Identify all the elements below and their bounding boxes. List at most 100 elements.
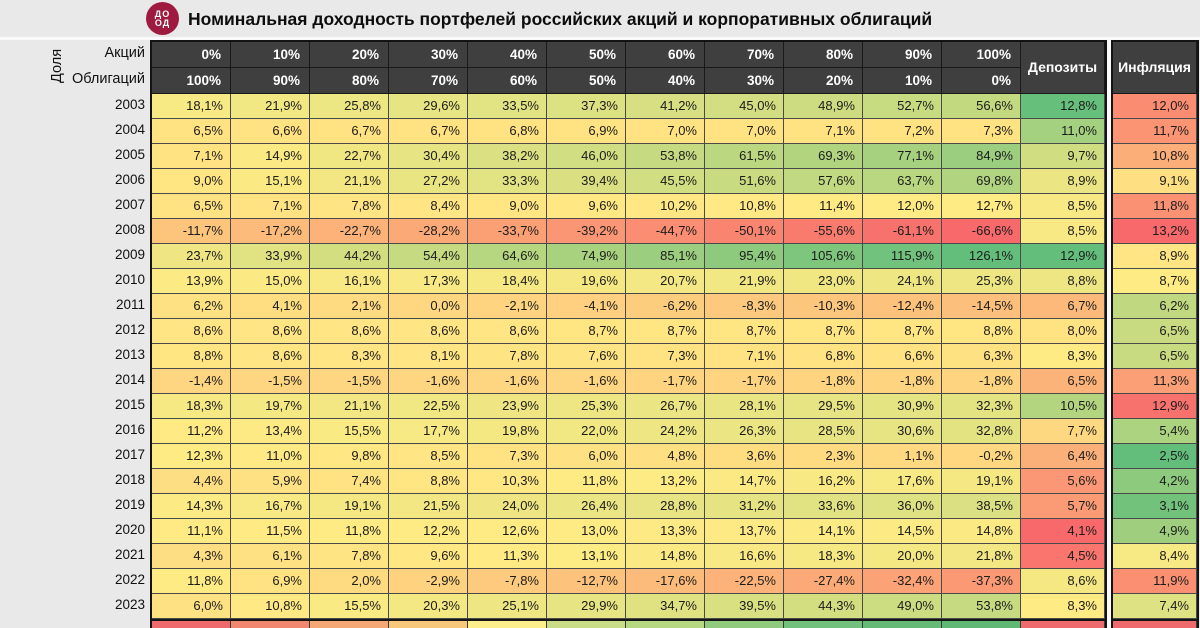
year-label: 2021 bbox=[114, 547, 145, 562]
stocks-pct-header: 30% bbox=[389, 42, 468, 68]
return-cell: -10,3% bbox=[784, 294, 863, 319]
deposit-cell: 5,6% bbox=[1021, 469, 1105, 494]
return-cell: -1,6% bbox=[468, 369, 547, 394]
return-cell: 23,0% bbox=[784, 269, 863, 294]
summary-strip-cell bbox=[863, 621, 942, 628]
inflation-cell: 11,8% bbox=[1113, 194, 1197, 219]
summary-strip-inflation-cell bbox=[1113, 621, 1197, 628]
deposit-cell: 10,5% bbox=[1021, 394, 1105, 419]
year-label: 2016 bbox=[114, 422, 145, 437]
return-cell: 41,2% bbox=[626, 94, 705, 119]
return-cell: 8,7% bbox=[705, 319, 784, 344]
deposit-cell: 6,4% bbox=[1021, 444, 1105, 469]
deposit-cell: 6,5% bbox=[1021, 369, 1105, 394]
return-cell: 38,5% bbox=[942, 494, 1021, 519]
return-cell: 27,2% bbox=[389, 169, 468, 194]
return-cell: 14,8% bbox=[626, 544, 705, 569]
deposit-cell: 8,9% bbox=[1021, 169, 1105, 194]
return-cell: 34,7% bbox=[626, 594, 705, 619]
return-cell: 11,8% bbox=[547, 469, 626, 494]
logo-text-top: ДО bbox=[154, 8, 171, 19]
return-cell: 11,2% bbox=[152, 419, 231, 444]
summary-strip-inflation bbox=[1111, 619, 1199, 628]
return-cell: 6,8% bbox=[784, 344, 863, 369]
return-cell: 16,6% bbox=[705, 544, 784, 569]
return-cell: -8,3% bbox=[705, 294, 784, 319]
return-cell: 6,6% bbox=[231, 119, 310, 144]
return-cell: 69,3% bbox=[784, 144, 863, 169]
return-cell: -61,1% bbox=[863, 219, 942, 244]
return-cell: 25,8% bbox=[310, 94, 389, 119]
return-cell: 17,7% bbox=[389, 419, 468, 444]
year-label: 2018 bbox=[114, 472, 145, 487]
summary-strip-cell bbox=[1021, 621, 1105, 628]
year-label: 2014 bbox=[114, 372, 145, 387]
return-cell: 2,0% bbox=[310, 569, 389, 594]
return-cell: 9,0% bbox=[152, 169, 231, 194]
return-cell: 9,6% bbox=[547, 194, 626, 219]
return-cell: 7,3% bbox=[942, 119, 1021, 144]
page-title: Номинальная доходность портфелей российс… bbox=[188, 9, 933, 29]
return-cell: 24,1% bbox=[863, 269, 942, 294]
deposit-cell: 6,7% bbox=[1021, 294, 1105, 319]
return-cell: 2,3% bbox=[784, 444, 863, 469]
bonds-pct-header: 80% bbox=[310, 68, 389, 94]
return-cell: 11,3% bbox=[468, 544, 547, 569]
return-cell: 7,1% bbox=[784, 119, 863, 144]
year-label: 2005 bbox=[114, 147, 145, 162]
return-cell: 12,6% bbox=[468, 519, 547, 544]
return-cell: 1,1% bbox=[863, 444, 942, 469]
return-cell: 15,5% bbox=[310, 419, 389, 444]
inflation-cell: 6,5% bbox=[1113, 319, 1197, 344]
return-cell: 8,7% bbox=[547, 319, 626, 344]
stocks-pct-header: 60% bbox=[626, 42, 705, 68]
return-cell: 8,6% bbox=[152, 319, 231, 344]
return-cell: 21,8% bbox=[942, 544, 1021, 569]
bonds-pct-header: 90% bbox=[231, 68, 310, 94]
deposit-cell: 8,3% bbox=[1021, 594, 1105, 619]
return-cell: 8,7% bbox=[784, 319, 863, 344]
return-cell: 8,8% bbox=[942, 319, 1021, 344]
return-cell: 11,4% bbox=[784, 194, 863, 219]
return-cell: 8,3% bbox=[310, 344, 389, 369]
return-cell: -17,6% bbox=[626, 569, 705, 594]
dohod-logo: ДО ОД bbox=[146, 2, 179, 35]
return-cell: 14,7% bbox=[705, 469, 784, 494]
inflation-table: Инфляция 12,0% 11,7% 10,8% 9,1% 11,8% 13,2% 8,9… bbox=[1111, 40, 1199, 621]
return-cell: 46,0% bbox=[547, 144, 626, 169]
return-cell: 56,6% bbox=[942, 94, 1021, 119]
summary-strip bbox=[150, 619, 1107, 628]
bonds-share-label: Облигаций bbox=[71, 71, 145, 87]
return-cell: 21,5% bbox=[389, 494, 468, 519]
return-cell: 7,2% bbox=[863, 119, 942, 144]
return-cell: 22,0% bbox=[547, 419, 626, 444]
return-cell: 8,4% bbox=[389, 194, 468, 219]
return-cell: 39,5% bbox=[705, 594, 784, 619]
return-cell: -28,2% bbox=[389, 219, 468, 244]
stocks-pct-header: 50% bbox=[547, 42, 626, 68]
return-cell: 13,9% bbox=[152, 269, 231, 294]
return-cell: 44,3% bbox=[784, 594, 863, 619]
return-cell: 7,8% bbox=[468, 344, 547, 369]
return-cell: -33,7% bbox=[468, 219, 547, 244]
return-cell: 28,5% bbox=[784, 419, 863, 444]
deposit-cell: 4,1% bbox=[1021, 519, 1105, 544]
stocks-pct-header: 10% bbox=[231, 42, 310, 68]
summary-strip-cell bbox=[784, 621, 863, 628]
return-cell: 17,3% bbox=[389, 269, 468, 294]
return-cell: -1,5% bbox=[231, 369, 310, 394]
return-cell: 13,7% bbox=[705, 519, 784, 544]
return-cell: 4,4% bbox=[152, 469, 231, 494]
stocks-pct-header: 70% bbox=[705, 42, 784, 68]
return-cell: 19,8% bbox=[468, 419, 547, 444]
inflation-cell: 6,2% bbox=[1113, 294, 1197, 319]
return-cell: 7,8% bbox=[310, 194, 389, 219]
inflation-cell: 9,1% bbox=[1113, 169, 1197, 194]
return-cell: -22,7% bbox=[310, 219, 389, 244]
summary-strip-cell bbox=[942, 621, 1021, 628]
stocks-pct-header: 100% bbox=[942, 42, 1021, 68]
return-cell: 14,1% bbox=[784, 519, 863, 544]
summary-strip-cell bbox=[310, 621, 389, 628]
inflation-cell: 11,3% bbox=[1113, 369, 1197, 394]
deposit-cell: 9,7% bbox=[1021, 144, 1105, 169]
